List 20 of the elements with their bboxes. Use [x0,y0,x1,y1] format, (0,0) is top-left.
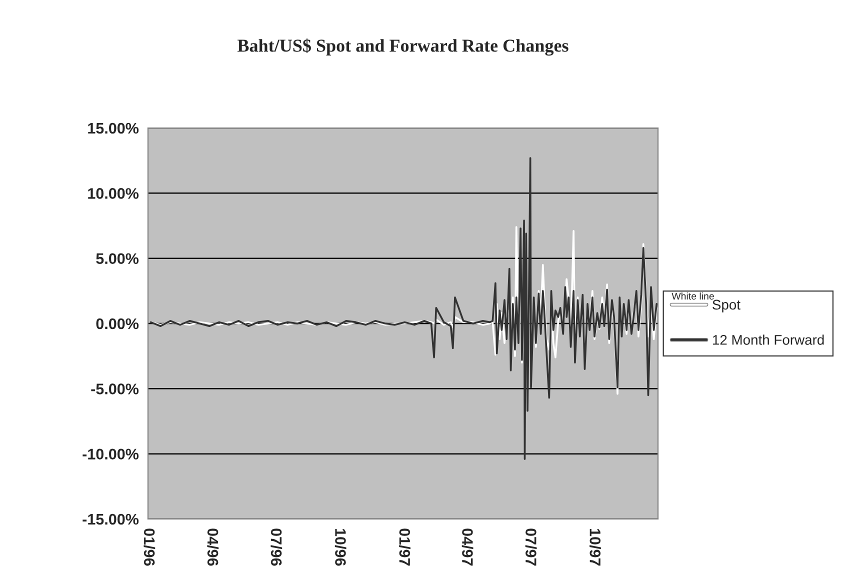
x-tick-label: 04/96 [207,528,219,566]
x-tick-label: 10/97 [590,528,601,566]
y-tick-label: -15.00% [82,514,139,525]
y-tick-label: 10.00% [88,188,139,199]
x-tick-label: 01/97 [399,528,410,566]
y-tick-label: -10.00% [82,448,139,460]
y-tick-label: 15.00% [88,122,139,134]
y-tick-label: -5.00% [91,384,139,394]
y-tick-label: 0.00% [96,318,139,330]
x-tick-label: 04/97 [462,528,474,566]
x-tick-label: 01/96 [144,528,156,566]
chart-title: Baht/US$ Spot and Forward Rate Changes [238,38,568,56]
x-tick-label: 07/97 [525,528,537,566]
text: White line [672,292,714,300]
x-tick-label: 10/96 [334,528,346,566]
legend-label: 12 Month Forward [713,334,824,345]
legend-label: Spot [712,300,740,312]
y-tick-label: 5.00% [96,253,139,264]
line-series [150,157,658,460]
x-tick-label: 07/96 [270,528,282,566]
